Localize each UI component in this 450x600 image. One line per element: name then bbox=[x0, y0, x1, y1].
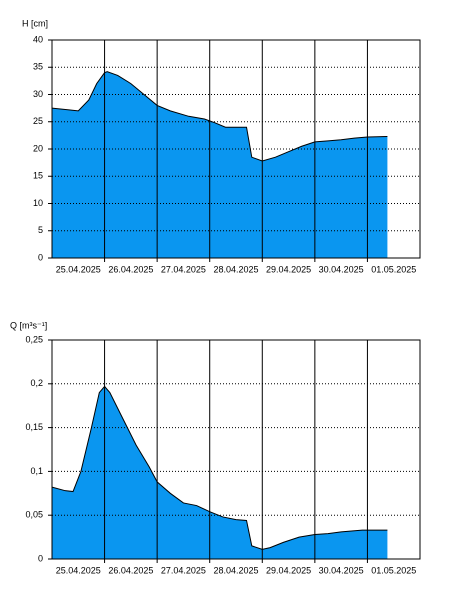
x-tick-label: 30.04.2025 bbox=[319, 264, 364, 274]
x-tick-label: 27.04.2025 bbox=[161, 264, 206, 274]
y-tick-label: 35 bbox=[33, 62, 43, 72]
x-tick-label: 27.04.2025 bbox=[161, 565, 206, 575]
x-tick-label: 30.04.2025 bbox=[319, 565, 364, 575]
y-tick-label: 25 bbox=[33, 116, 43, 126]
x-tick-label: 25.04.2025 bbox=[56, 565, 101, 575]
x-tick-label: 26.04.2025 bbox=[108, 264, 153, 274]
x-tick-label: 29.04.2025 bbox=[266, 565, 311, 575]
area-fill bbox=[52, 71, 388, 258]
x-tick-label: 29.04.2025 bbox=[266, 264, 311, 274]
y-tick-label: 20 bbox=[33, 143, 43, 153]
y-axis-label: H [cm] bbox=[22, 18, 48, 28]
x-tick-label: 28.04.2025 bbox=[213, 264, 258, 274]
area-line bbox=[51, 385, 388, 550]
x-tick-label: 28.04.2025 bbox=[213, 565, 258, 575]
x-tick-label: 26.04.2025 bbox=[108, 565, 153, 575]
y-tick-label: 15 bbox=[33, 171, 43, 181]
x-tick-label: 01.05.2025 bbox=[371, 565, 416, 575]
y-tick-label: 10 bbox=[33, 198, 43, 208]
plot-frame bbox=[51, 39, 421, 259]
y-tick-label: 40 bbox=[33, 34, 43, 44]
y-tick-label: 0,1 bbox=[30, 466, 43, 476]
y-axis-label: Q [m³s⁻¹] bbox=[10, 320, 47, 330]
area-fill bbox=[52, 386, 388, 559]
x-tick-label: 01.05.2025 bbox=[371, 264, 416, 274]
y-tick-label: 0 bbox=[38, 252, 43, 262]
y-tick-label: 5 bbox=[38, 225, 43, 235]
y-tick-label: 0,25 bbox=[25, 334, 43, 344]
y-tick-label: 0,2 bbox=[30, 378, 43, 388]
y-tick-label: 0 bbox=[38, 553, 43, 563]
y-tick-label: 0,15 bbox=[25, 422, 43, 432]
plot-frame bbox=[51, 339, 421, 560]
y-tick-label: 0,05 bbox=[25, 510, 43, 520]
x-tick-label: 25.04.2025 bbox=[56, 264, 101, 274]
y-tick-label: 30 bbox=[33, 89, 43, 99]
